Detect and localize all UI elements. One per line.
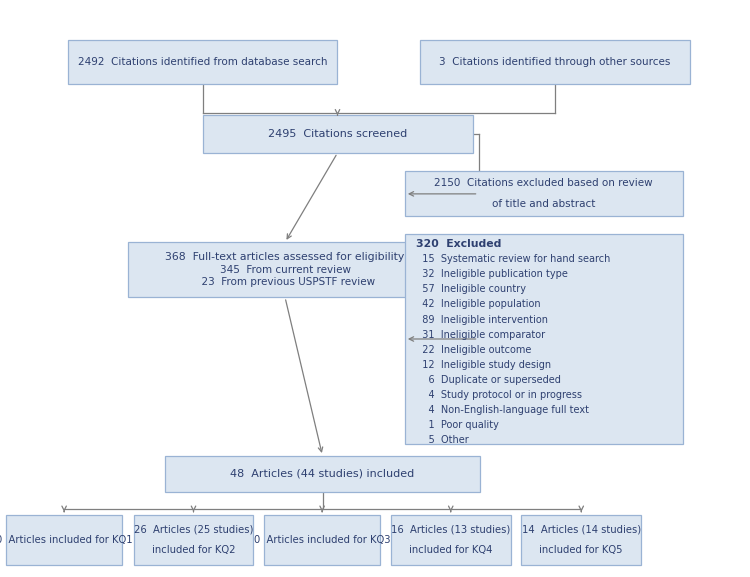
Text: 0  Articles included for KQ1: 0 Articles included for KQ1 (0, 535, 133, 545)
FancyBboxPatch shape (134, 515, 254, 565)
Text: 31  Ineligible comparator: 31 Ineligible comparator (416, 329, 545, 340)
Text: 2492  Citations identified from database search: 2492 Citations identified from database … (78, 57, 327, 67)
Text: 89  Ineligible intervention: 89 Ineligible intervention (416, 314, 548, 324)
Text: 48  Articles (44 studies) included: 48 Articles (44 studies) included (230, 469, 415, 479)
Text: of title and abstract: of title and abstract (492, 199, 596, 209)
Text: 32  Ineligible publication type: 32 Ineligible publication type (416, 269, 568, 279)
Text: included for KQ5: included for KQ5 (539, 545, 623, 556)
Text: 4  Study protocol or in progress: 4 Study protocol or in progress (416, 390, 582, 400)
Text: 1  Poor quality: 1 Poor quality (416, 420, 500, 430)
Text: 368  Full-text articles assessed for eligibility: 368 Full-text articles assessed for elig… (165, 252, 405, 262)
Text: 0  Articles included for KQ3: 0 Articles included for KQ3 (254, 535, 390, 545)
FancyBboxPatch shape (405, 234, 682, 444)
Text: included for KQ4: included for KQ4 (409, 545, 493, 556)
Text: 23  From previous USPSTF review: 23 From previous USPSTF review (195, 278, 375, 287)
Text: 16  Articles (13 studies): 16 Articles (13 studies) (392, 524, 510, 535)
Text: 6  Duplicate or superseded: 6 Duplicate or superseded (416, 375, 561, 385)
Text: 2150  Citations excluded based on review: 2150 Citations excluded based on review (434, 178, 653, 189)
FancyBboxPatch shape (165, 456, 480, 492)
Text: 3  Citations identified through other sources: 3 Citations identified through other sou… (440, 57, 670, 67)
Text: 345  From current review: 345 From current review (220, 265, 350, 275)
Text: 320  Excluded: 320 Excluded (416, 239, 502, 249)
FancyBboxPatch shape (405, 171, 682, 216)
FancyBboxPatch shape (420, 40, 690, 84)
FancyBboxPatch shape (68, 40, 338, 84)
Text: 4  Non-English-language full text: 4 Non-English-language full text (416, 405, 590, 415)
FancyBboxPatch shape (202, 115, 472, 153)
FancyBboxPatch shape (391, 515, 511, 565)
Text: 22  Ineligible outcome: 22 Ineligible outcome (416, 344, 532, 355)
FancyBboxPatch shape (521, 515, 641, 565)
Text: 42  Ineligible population: 42 Ineligible population (416, 299, 541, 309)
Text: 12  Ineligible study design: 12 Ineligible study design (416, 360, 551, 370)
Text: 26  Articles (25 studies): 26 Articles (25 studies) (134, 524, 254, 535)
FancyBboxPatch shape (128, 242, 442, 297)
FancyBboxPatch shape (264, 515, 380, 565)
Text: 5  Other: 5 Other (416, 435, 469, 445)
Text: 2495  Citations screened: 2495 Citations screened (268, 129, 407, 139)
Text: 14  Articles (14 studies): 14 Articles (14 studies) (522, 524, 640, 535)
FancyBboxPatch shape (6, 515, 122, 565)
Text: included for KQ2: included for KQ2 (152, 545, 236, 556)
Text: 15  Systematic review for hand search: 15 Systematic review for hand search (416, 254, 610, 264)
Text: 57  Ineligible country: 57 Ineligible country (416, 284, 526, 294)
